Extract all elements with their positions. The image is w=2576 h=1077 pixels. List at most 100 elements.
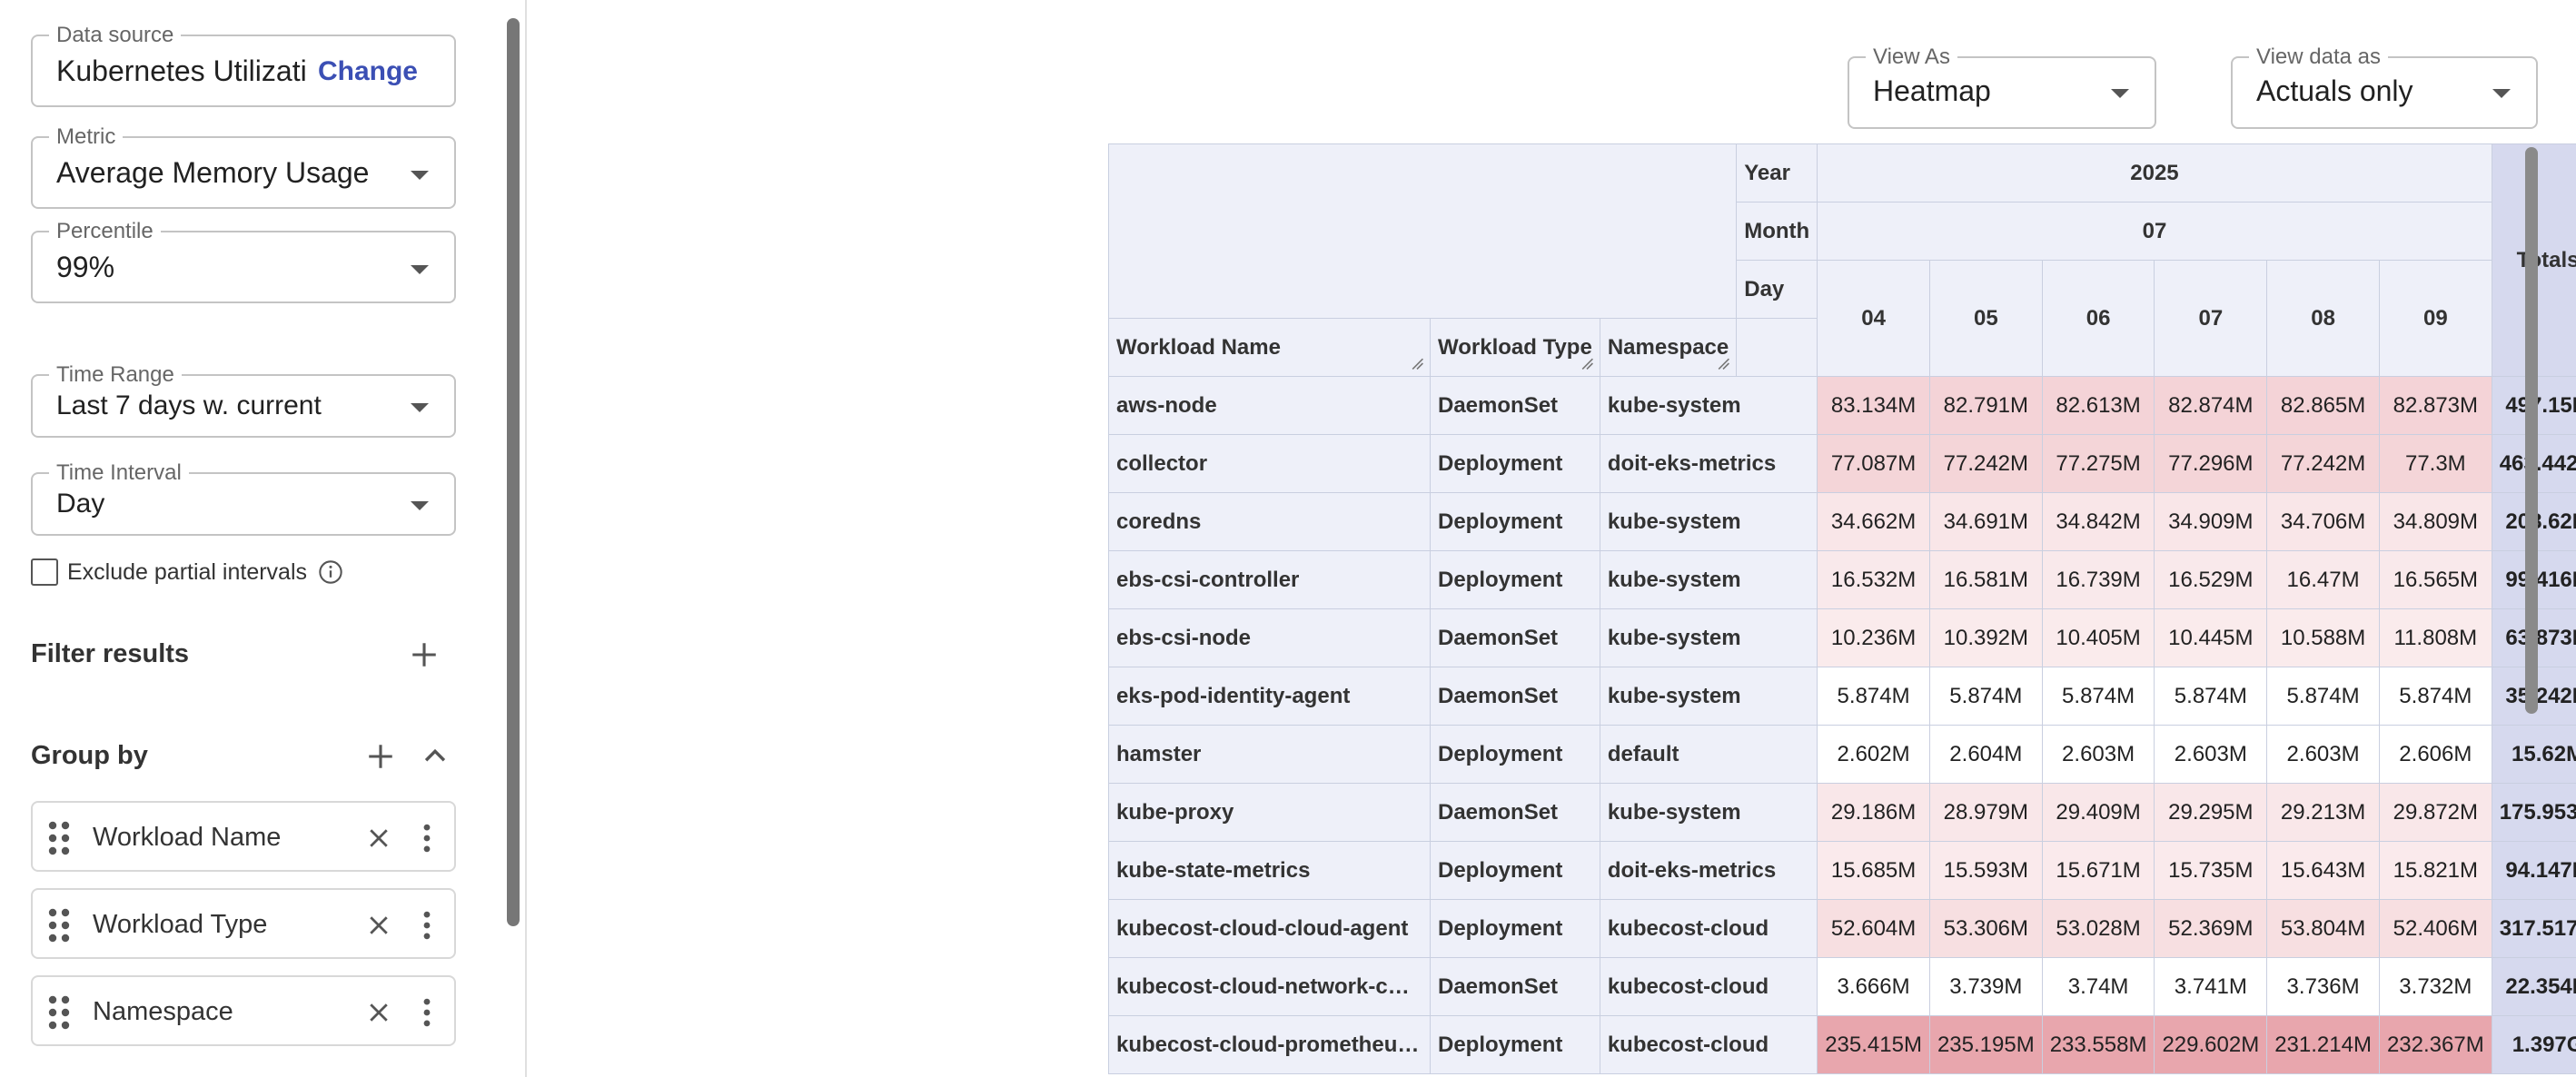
change-data-source-link[interactable]: Change xyxy=(317,56,418,86)
value-cell: 5.874M xyxy=(2266,667,2380,726)
table-row: kubecost-cloud-cloud-agent Deployment kube… xyxy=(1108,899,2576,958)
view-data-as-select[interactable]: View data as Actuals only xyxy=(2231,44,2538,129)
namespace-cell: kube-system xyxy=(1599,550,1818,609)
workload-name-cell: kube-state-metrics xyxy=(1108,841,1431,900)
column-header-label: Namespace xyxy=(1607,334,1729,360)
value-cell: 235.415M xyxy=(1817,1015,1930,1074)
total-cell: 1.397G xyxy=(2491,1015,2576,1074)
group-chip-label: Namespace xyxy=(93,997,233,1026)
column-header-workload-type[interactable]: Workload Type xyxy=(1430,318,1600,377)
close-icon[interactable] xyxy=(365,912,392,939)
value-cell: 29.872M xyxy=(2378,783,2492,842)
value-cell: 16.529M xyxy=(2154,550,2268,609)
group-chip-workload-type[interactable]: Workload Type xyxy=(31,888,456,959)
workload-type-cell: Deployment xyxy=(1430,725,1600,784)
workload-type-cell: DaemonSet xyxy=(1430,667,1600,726)
value-cell: 229.602M xyxy=(2154,1015,2268,1074)
table-row: kubecost-cloud-prometheus-… Deployment kub… xyxy=(1108,1015,2576,1074)
column-header-namespace[interactable]: Namespace xyxy=(1599,318,1738,377)
day-label: Day xyxy=(1736,260,1818,319)
workload-type-cell: DaemonSet xyxy=(1430,957,1600,1016)
group-chip-label: Workload Type xyxy=(93,910,268,939)
value-cell: 15.821M xyxy=(2378,841,2492,900)
value-cell: 82.791M xyxy=(1928,376,2043,435)
workload-name-cell: kubecost-cloud-cloud-agent xyxy=(1108,899,1431,958)
drag-handle-icon[interactable] xyxy=(44,906,74,944)
value-cell: 10.445M xyxy=(2154,608,2268,667)
add-group-plus-icon[interactable] xyxy=(365,741,396,772)
drag-handle-icon[interactable] xyxy=(44,993,74,1032)
info-icon[interactable] xyxy=(318,559,343,585)
table-row: aws-node DaemonSet kube-system 83.134M 82.79… xyxy=(1108,376,2576,435)
namespace-cell: doit-eks-metrics xyxy=(1599,434,1818,493)
exclude-partial-checkbox[interactable] xyxy=(31,558,58,586)
value-cell: 16.532M xyxy=(1817,550,1930,609)
view-as-select[interactable]: View As Heatmap xyxy=(1848,44,2156,129)
data-source-field[interactable]: Data source Kubernetes Utilizati Change xyxy=(31,23,456,107)
total-cell: 175.953M xyxy=(2491,783,2576,842)
value-cell: 3.736M xyxy=(2266,957,2380,1016)
value-cell: 16.565M xyxy=(2378,550,2492,609)
close-icon[interactable] xyxy=(365,999,392,1026)
metric-label: Metric xyxy=(49,124,124,150)
workload-type-cell: Deployment xyxy=(1430,434,1600,493)
resize-handle-icon[interactable] xyxy=(1580,356,1594,371)
more-vert-icon[interactable] xyxy=(421,910,432,941)
day-header-09: 09 xyxy=(2378,260,2492,377)
table-row: eks-pod-identity-agent DaemonSet kube-syst… xyxy=(1108,667,2576,726)
add-filter-plus-icon[interactable] xyxy=(409,639,440,670)
value-cell: 3.739M xyxy=(1928,957,2043,1016)
namespace-cell: kube-system xyxy=(1599,667,1818,726)
group-chip-namespace[interactable]: Namespace xyxy=(31,975,456,1046)
resize-handle-icon[interactable] xyxy=(1410,356,1424,371)
percentile-value: 99% xyxy=(56,251,115,283)
value-cell: 11.808M xyxy=(2378,608,2492,667)
value-cell: 77.3M xyxy=(2378,434,2492,493)
value-cell: 5.874M xyxy=(1817,667,1930,726)
total-cell: 22.354M xyxy=(2491,957,2576,1016)
chevron-down-icon xyxy=(411,403,429,412)
group-chip-workload-name[interactable]: Workload Name xyxy=(31,801,456,872)
drag-handle-icon[interactable] xyxy=(44,819,74,857)
table-scrollbar[interactable] xyxy=(2525,147,2538,714)
value-cell: 5.874M xyxy=(2154,667,2268,726)
sidebar-scrollbar[interactable] xyxy=(507,18,520,926)
total-cell: 317.517M xyxy=(2491,899,2576,958)
total-cell: 15.62M xyxy=(2491,725,2576,784)
value-cell: 83.134M xyxy=(1817,376,1930,435)
column-header-workload-name[interactable]: Workload Name xyxy=(1108,318,1431,377)
time-interval-label: Time Interval xyxy=(49,460,189,486)
value-cell: 2.603M xyxy=(2154,725,2268,784)
data-source-label: Data source xyxy=(49,23,182,48)
value-cell: 82.873M xyxy=(2378,376,2492,435)
percentile-select[interactable]: Percentile 99% xyxy=(31,219,456,303)
table-row: kube-proxy DaemonSet kube-system 29.186M 28.… xyxy=(1108,783,2576,842)
value-cell: 34.706M xyxy=(2266,492,2380,551)
resize-handle-icon[interactable] xyxy=(1716,356,1730,371)
close-icon[interactable] xyxy=(365,825,392,852)
main-panel: View As Heatmap View data as Actuals onl… xyxy=(529,0,2576,1077)
time-interval-value: Day xyxy=(56,489,105,519)
chevron-up-icon[interactable] xyxy=(420,741,451,772)
value-cell: 16.47M xyxy=(2266,550,2380,609)
value-cell: 29.186M xyxy=(1817,783,1930,842)
value-cell: 3.741M xyxy=(2154,957,2268,1016)
time-interval-select[interactable]: Time Interval Day xyxy=(31,460,456,536)
workload-type-cell: Deployment xyxy=(1430,550,1600,609)
more-vert-icon[interactable] xyxy=(421,823,432,854)
column-header-label: Workload Name xyxy=(1116,334,1281,360)
percentile-label: Percentile xyxy=(49,219,161,244)
workload-type-cell: DaemonSet xyxy=(1430,783,1600,842)
metric-select[interactable]: Metric Average Memory Usage xyxy=(31,124,456,209)
value-cell: 2.602M xyxy=(1817,725,1930,784)
header-gap-cell xyxy=(1736,318,1818,377)
pivot-table: Year 2025 Totals Month 07 Day 04 05 06 07 08… xyxy=(1107,143,2576,1074)
workload-type-cell: DaemonSet xyxy=(1430,376,1600,435)
value-cell: 3.732M xyxy=(2378,957,2492,1016)
more-vert-icon[interactable] xyxy=(421,997,432,1028)
group-chip-label: Workload Name xyxy=(93,823,282,852)
namespace-cell: kubecost-cloud xyxy=(1599,1015,1818,1074)
time-range-label: Time Range xyxy=(49,362,182,388)
time-range-select[interactable]: Time Range Last 7 days w. current xyxy=(31,362,456,438)
day-header-05: 05 xyxy=(1928,260,2043,377)
